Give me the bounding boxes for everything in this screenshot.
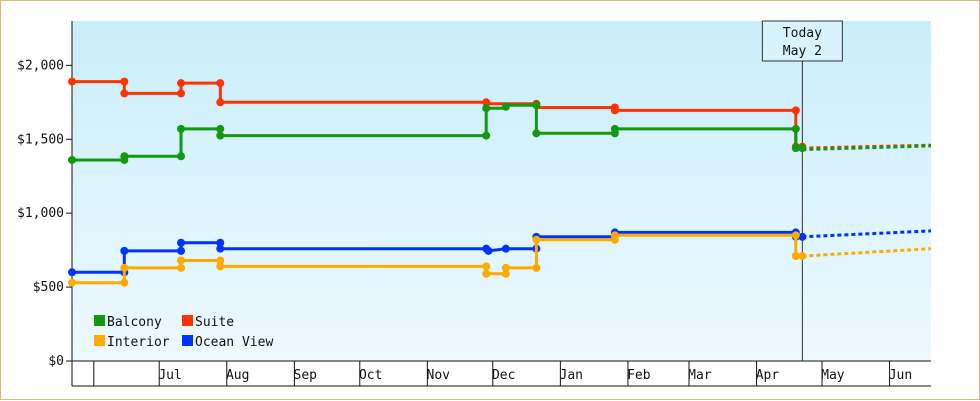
ocean-view-point bbox=[501, 244, 510, 253]
interior-point bbox=[120, 278, 129, 287]
y-tick-label: $0 bbox=[48, 354, 64, 369]
x-axis: Jul Aug Sep Oct Nov Dec Jan Feb Mar Apr May Jun bbox=[72, 360, 931, 387]
month-label: Jun bbox=[889, 368, 912, 383]
series-layer bbox=[68, 77, 932, 287]
y-tick-label: $1,500 bbox=[17, 132, 64, 147]
y-tick-label: $500 bbox=[33, 280, 64, 295]
suite-point bbox=[791, 106, 800, 115]
suite-point bbox=[120, 77, 129, 86]
legend: Balcony Suite Interior Ocean View bbox=[94, 315, 273, 350]
balcony-point bbox=[68, 155, 76, 164]
legend-swatch-suite bbox=[182, 315, 193, 326]
month-label: Feb bbox=[627, 368, 651, 383]
month-label: Oct bbox=[359, 368, 382, 383]
balcony-point bbox=[798, 144, 807, 153]
interior-point bbox=[482, 262, 491, 271]
balcony-point bbox=[532, 129, 541, 138]
month-label: Nov bbox=[427, 368, 451, 383]
suite-point bbox=[216, 98, 225, 107]
balcony-forecast-line bbox=[802, 144, 932, 152]
ocean-view-point bbox=[120, 246, 129, 255]
ocean-view-point bbox=[177, 238, 186, 247]
y-axis: $0 $500 $1,000 $1,500 $2,000 bbox=[17, 21, 73, 386]
month-label: Jul bbox=[158, 368, 181, 383]
interior-point bbox=[532, 263, 541, 272]
legend-label-balcony: Balcony bbox=[107, 315, 162, 330]
suite-point bbox=[482, 98, 491, 107]
ocean-view-point bbox=[177, 246, 186, 255]
interior-point bbox=[120, 263, 129, 272]
suite-point bbox=[177, 89, 186, 98]
today-marker: Today May 2 bbox=[761, 20, 843, 361]
interior-forecast-line bbox=[802, 247, 932, 258]
balcony-point bbox=[177, 124, 186, 133]
legend-label-ocean-view: Ocean View bbox=[195, 335, 273, 350]
balcony-point bbox=[791, 124, 800, 133]
suite-point bbox=[177, 79, 186, 88]
balcony-point bbox=[482, 131, 491, 140]
plot-area bbox=[72, 21, 931, 361]
interior-point bbox=[501, 263, 510, 272]
interior-point bbox=[501, 269, 510, 278]
legend-label-suite: Suite bbox=[195, 315, 234, 330]
month-label: Sep bbox=[294, 368, 318, 383]
legend-swatch-interior bbox=[94, 335, 105, 346]
month-label: Apr bbox=[756, 368, 780, 383]
month-label: Mar bbox=[688, 368, 712, 383]
interior-point bbox=[68, 278, 76, 287]
interior-point bbox=[216, 256, 225, 265]
month-label: Jan bbox=[560, 368, 583, 383]
interior-point bbox=[177, 256, 186, 265]
interior-point bbox=[791, 252, 800, 261]
ocean-view-point bbox=[484, 246, 493, 255]
legend-swatch-balcony bbox=[94, 315, 105, 326]
balcony-point bbox=[532, 101, 541, 110]
month-label: Dec bbox=[492, 368, 515, 383]
ocean-view-point bbox=[216, 238, 225, 247]
balcony-point bbox=[501, 102, 510, 111]
ocean-view-forecast-line bbox=[802, 229, 932, 239]
balcony-point bbox=[120, 152, 129, 161]
suite-point bbox=[216, 79, 225, 88]
interior-point bbox=[791, 231, 800, 240]
balcony-point bbox=[216, 124, 225, 133]
interior-point bbox=[177, 263, 186, 272]
balcony-point bbox=[482, 104, 491, 113]
today-label: Today bbox=[783, 26, 822, 41]
interior-point bbox=[482, 269, 491, 278]
month-label: May bbox=[821, 368, 845, 383]
month-label: Aug bbox=[226, 368, 249, 383]
suite-point bbox=[68, 77, 76, 86]
interior-point bbox=[532, 235, 541, 244]
interior-point bbox=[798, 252, 807, 261]
interior-point bbox=[216, 262, 225, 271]
ocean-view-point bbox=[68, 268, 76, 277]
ocean-view-point bbox=[216, 244, 225, 253]
suite-point bbox=[610, 106, 619, 115]
balcony-point bbox=[216, 131, 225, 140]
balcony-line bbox=[72, 103, 803, 162]
y-tick-label: $2,000 bbox=[17, 58, 64, 73]
ocean-view-point bbox=[798, 232, 807, 241]
today-date: May 2 bbox=[783, 44, 822, 59]
today-box bbox=[761, 20, 843, 62]
legend-label-interior: Interior bbox=[107, 335, 170, 350]
legend-swatch-ocean-view bbox=[182, 335, 193, 346]
balcony-point bbox=[177, 152, 186, 161]
balcony-point bbox=[610, 124, 619, 133]
suite-point bbox=[120, 89, 129, 98]
interior-point bbox=[610, 231, 619, 240]
balcony-point bbox=[791, 144, 800, 153]
y-tick-label: $1,000 bbox=[17, 206, 64, 221]
interior-line bbox=[72, 233, 803, 285]
